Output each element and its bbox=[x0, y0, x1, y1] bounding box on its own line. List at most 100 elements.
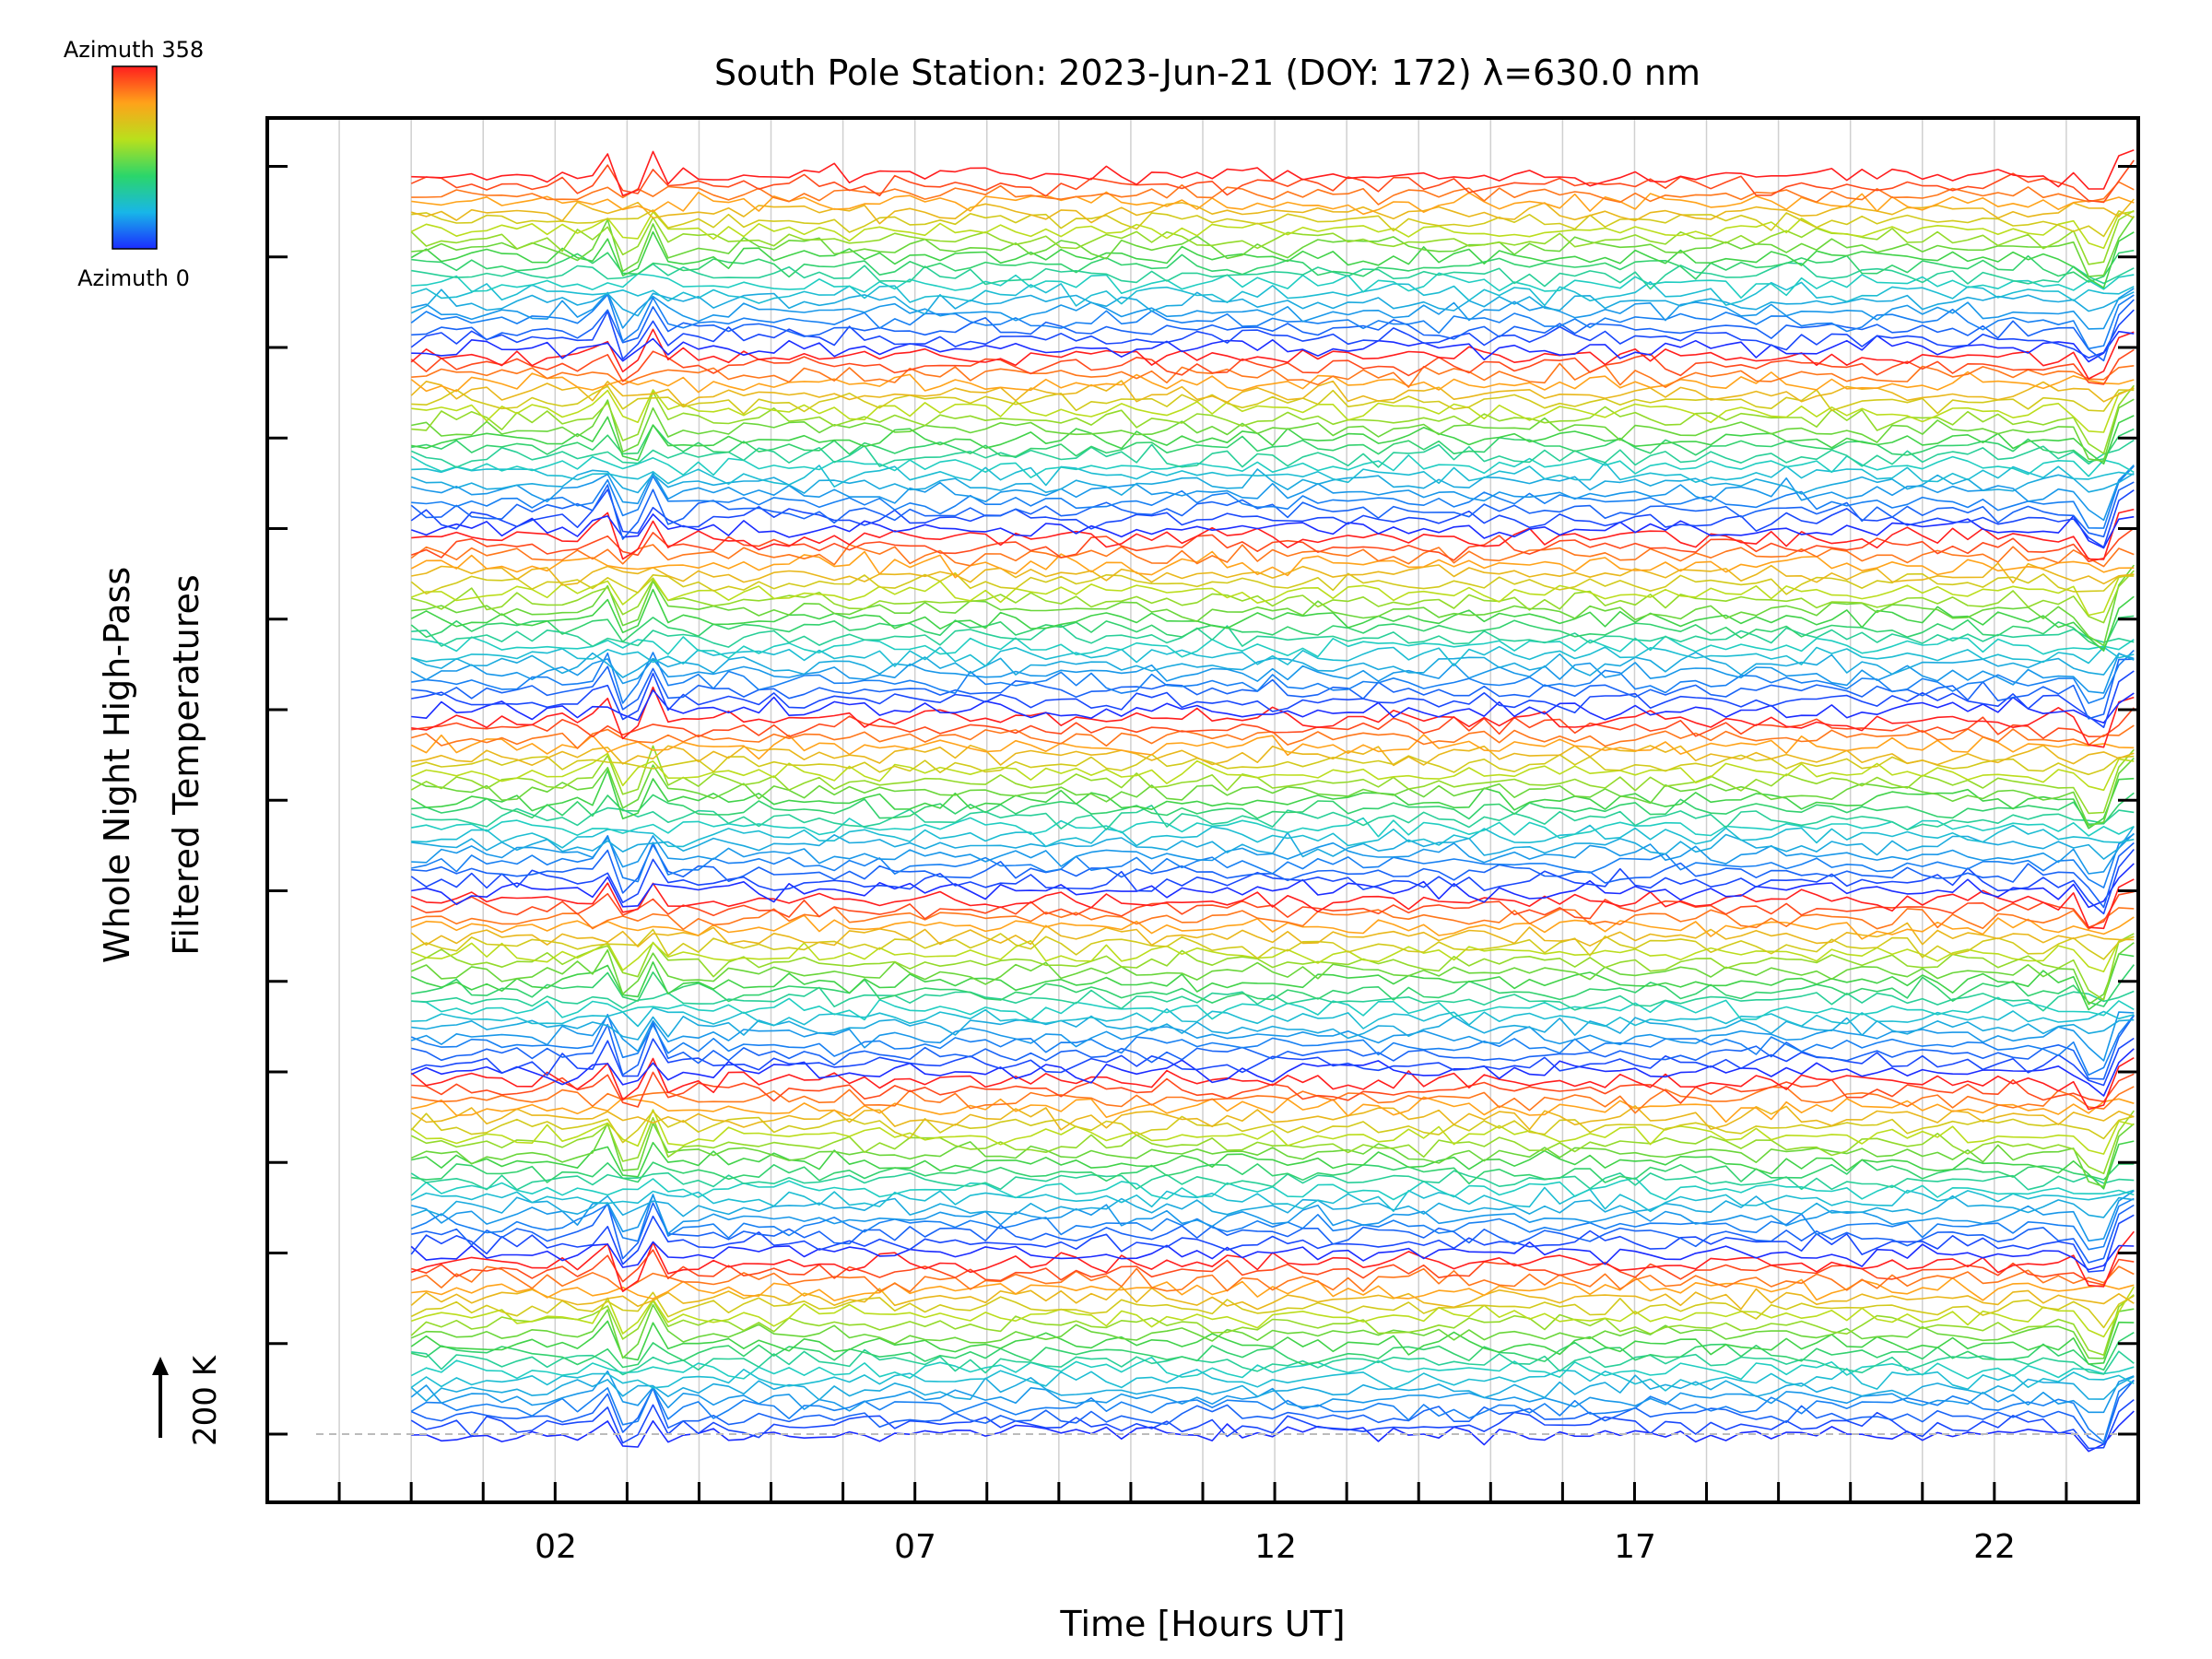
x-tick-label: 07 bbox=[894, 1528, 936, 1566]
series-line bbox=[411, 1202, 2135, 1264]
series-line bbox=[410, 1011, 2135, 1062]
series-line bbox=[410, 878, 2135, 930]
scale-label: 200 K bbox=[187, 1354, 224, 1446]
colorbar-max-label: Azimuth 358 bbox=[64, 37, 204, 63]
series-line bbox=[410, 1303, 2135, 1359]
series-line bbox=[411, 1006, 2135, 1030]
series-line bbox=[411, 1015, 2135, 1080]
series-line bbox=[411, 1071, 2135, 1108]
series-line bbox=[410, 922, 2135, 947]
series-line bbox=[410, 230, 2135, 289]
series-line bbox=[410, 1122, 2135, 1188]
colorbar: Azimuth 358 Azimuth 0 bbox=[64, 37, 204, 291]
series-line bbox=[410, 1374, 2135, 1402]
series-line bbox=[411, 465, 2135, 522]
series-line bbox=[410, 734, 2135, 760]
series-line bbox=[411, 462, 2135, 488]
series-line bbox=[410, 488, 2135, 548]
series-line bbox=[410, 1265, 2135, 1293]
series-line bbox=[411, 362, 2135, 389]
series-line bbox=[411, 964, 2135, 1007]
series-line bbox=[410, 1241, 2135, 1271]
series-line bbox=[411, 299, 2135, 362]
series-line bbox=[411, 398, 2135, 463]
series-line bbox=[410, 588, 2135, 653]
series-line bbox=[410, 1379, 2135, 1443]
series-line bbox=[410, 1186, 2135, 1213]
series-line bbox=[411, 707, 2135, 739]
series-line bbox=[411, 833, 2135, 888]
series-line bbox=[411, 262, 2135, 290]
series-line bbox=[410, 1109, 2135, 1155]
series-line bbox=[410, 758, 2135, 827]
series-line bbox=[411, 1140, 2135, 1190]
series-line bbox=[410, 745, 2135, 815]
series-line bbox=[411, 863, 2135, 909]
scale-arrow-head bbox=[152, 1357, 169, 1375]
series-line bbox=[411, 670, 2135, 729]
y-axis-label-line1: Whole Night High-Pass bbox=[97, 567, 137, 963]
series-line bbox=[411, 272, 2135, 300]
series-line bbox=[410, 309, 2135, 360]
series-line bbox=[410, 348, 2135, 385]
series-line bbox=[411, 508, 2135, 560]
series-line bbox=[410, 933, 2135, 1001]
series-line bbox=[411, 906, 2135, 931]
series-line bbox=[410, 288, 2135, 317]
series-line bbox=[411, 564, 2135, 647]
series-line bbox=[410, 953, 2135, 1011]
series-line bbox=[411, 624, 2135, 648]
series-group bbox=[410, 149, 2135, 1453]
series-line bbox=[411, 415, 2135, 465]
series-line bbox=[411, 658, 2135, 720]
series-line bbox=[410, 1249, 2135, 1286]
series-line bbox=[411, 824, 2135, 849]
series-line bbox=[410, 651, 2135, 678]
series-line bbox=[411, 1277, 2135, 1301]
series-line bbox=[410, 1111, 2135, 1144]
series-line bbox=[410, 848, 2135, 915]
series-line bbox=[411, 249, 2135, 283]
series-line bbox=[411, 465, 2135, 529]
series-line bbox=[410, 481, 2135, 540]
series-line bbox=[410, 914, 2135, 940]
series-line bbox=[411, 650, 2135, 704]
series-line bbox=[410, 1194, 2135, 1218]
series-line bbox=[410, 805, 2135, 831]
series-line bbox=[410, 1014, 2135, 1077]
series-line bbox=[410, 753, 2135, 776]
series-line bbox=[410, 468, 2135, 496]
x-tick-label: 17 bbox=[1614, 1528, 1656, 1566]
series-line bbox=[410, 570, 2135, 624]
series-line bbox=[410, 1291, 2135, 1329]
series-line bbox=[410, 935, 2135, 972]
series-line bbox=[411, 1190, 2135, 1242]
series-line bbox=[410, 159, 2135, 204]
series-line bbox=[410, 928, 2135, 960]
series-line bbox=[411, 635, 2135, 659]
series-line bbox=[411, 1015, 2135, 1041]
series-line bbox=[411, 1096, 2135, 1124]
series-line bbox=[410, 1057, 2135, 1111]
colorbar-min-label: Azimuth 0 bbox=[77, 265, 190, 291]
series-line bbox=[410, 1379, 2135, 1445]
series-line bbox=[411, 1332, 2135, 1371]
series-line bbox=[411, 1348, 2135, 1376]
series-line bbox=[410, 1110, 2135, 1175]
chart-title: South Pole Station: 2023-Jun-21 (DOY: 17… bbox=[714, 53, 1700, 93]
series-line bbox=[410, 293, 2135, 350]
series-line bbox=[410, 328, 2135, 380]
y-ticks bbox=[267, 165, 2138, 1436]
x-tick-labels: 02 07 12 17 22 bbox=[535, 1528, 2016, 1566]
series-line bbox=[410, 653, 2135, 694]
series-line bbox=[411, 562, 2135, 586]
series-line bbox=[411, 209, 2135, 238]
x-axis-label: Time [Hours UT] bbox=[1059, 1604, 1345, 1644]
series-line bbox=[411, 424, 2135, 463]
series-line bbox=[411, 181, 2135, 206]
series-line bbox=[410, 1105, 2135, 1131]
series-line bbox=[411, 288, 2135, 330]
series-line bbox=[411, 817, 2135, 840]
series-line bbox=[410, 527, 2135, 563]
